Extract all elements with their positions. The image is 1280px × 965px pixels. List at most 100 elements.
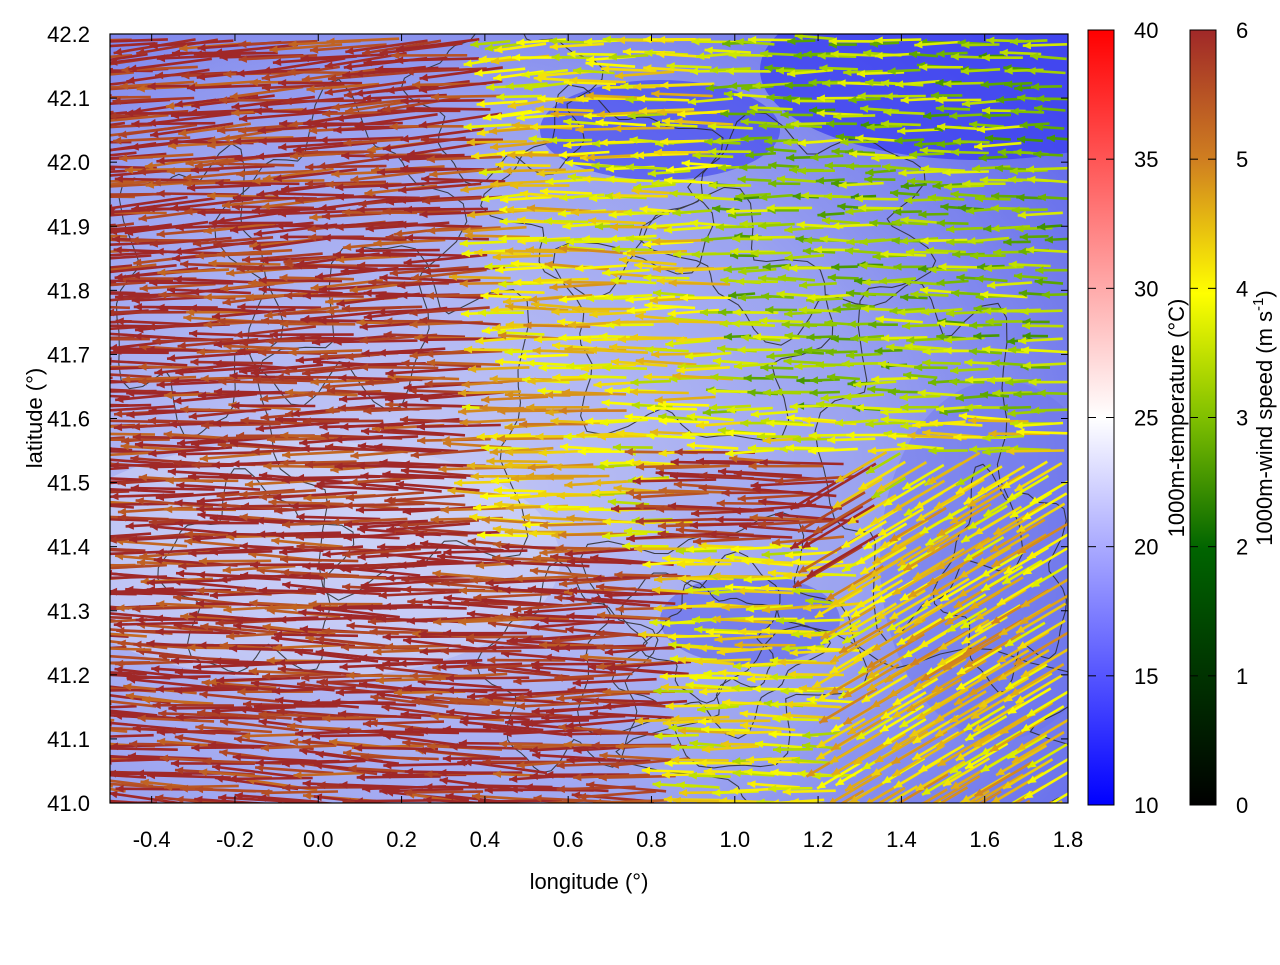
wind-arrow-head xyxy=(34,702,42,710)
wind-arrow-shaft xyxy=(394,692,466,693)
wind-arrow-head xyxy=(91,407,99,415)
wind-arrow-shaft xyxy=(1006,451,1064,452)
wind-arrow-shaft xyxy=(60,181,134,182)
wind-arrow-head xyxy=(90,565,98,573)
wind-arrow-shaft xyxy=(546,476,610,477)
wind-arrow-head xyxy=(78,561,86,569)
wind-arrow-head xyxy=(47,139,55,147)
wind-arrow-shaft xyxy=(356,250,440,251)
wind-arrow-shaft xyxy=(29,256,108,259)
wind-arrow-head xyxy=(94,241,102,249)
wind-arrow-head xyxy=(95,625,103,633)
wind-arrow-head xyxy=(65,514,73,522)
wind-arrow-head xyxy=(94,379,102,387)
wind-arrow-head xyxy=(83,253,91,261)
wind-arrow-head xyxy=(60,178,68,186)
wind-arrow-shaft xyxy=(346,675,419,676)
wind-arrow-head xyxy=(23,308,31,316)
wind-arrow-head xyxy=(90,147,99,155)
wind-arrow-shaft xyxy=(34,704,112,706)
wind-arrow-shaft xyxy=(633,480,717,482)
wind-arrow-head xyxy=(79,458,87,466)
wind-arrow-head xyxy=(32,163,40,171)
wind-arrow-head xyxy=(74,194,82,202)
wind-arrow-head xyxy=(46,389,54,397)
wind-arrow-shaft xyxy=(31,508,105,510)
wind-arrow-shaft xyxy=(571,212,630,213)
wind-arrow-shaft xyxy=(208,263,280,264)
wind-arrow-head xyxy=(44,116,53,124)
wind-arrow-shaft xyxy=(401,100,485,101)
wind-arrow-shaft xyxy=(33,126,109,134)
wind-arrow-head xyxy=(33,111,41,119)
wind-arrow-head xyxy=(90,724,98,732)
wind-arrow-head xyxy=(60,578,68,586)
wind-arrow-shaft xyxy=(274,635,358,636)
wind-arrow-head xyxy=(93,386,101,394)
wind-arrow-head xyxy=(73,388,81,396)
wind-arrow-head xyxy=(35,629,43,637)
wind-arrow-head xyxy=(53,589,61,597)
wind-arrow-head xyxy=(43,648,51,656)
wind-arrow-shaft xyxy=(31,567,108,575)
wind-arrow-head xyxy=(39,512,47,520)
wind-arrow-shaft xyxy=(612,195,668,196)
wind-arrow-shaft xyxy=(669,283,731,285)
wind-arrow-head xyxy=(26,641,34,649)
wind-arrow-shaft xyxy=(613,128,674,129)
wind-arrow-head xyxy=(1012,824,1021,832)
wind-arrow-head xyxy=(48,321,56,329)
wind-arrow-head xyxy=(70,369,78,377)
wind-arrow-head xyxy=(48,442,56,450)
wind-arrow-shaft xyxy=(147,590,231,591)
wind-arrow-shaft xyxy=(197,212,281,213)
wind-arrow-shaft xyxy=(533,279,589,281)
wind-arrow-shaft xyxy=(27,589,111,594)
wind-arrow-head xyxy=(80,183,88,191)
wind-arrow-head xyxy=(37,242,46,250)
wind-arrow-shaft xyxy=(551,311,609,312)
wind-arrow-shaft xyxy=(467,141,527,142)
wind-arrow-head xyxy=(78,774,87,782)
wind-arrow-head xyxy=(33,544,41,552)
wind-arrow-shaft xyxy=(503,170,566,171)
wind-arrow-shaft xyxy=(449,277,511,278)
wind-arrow-head xyxy=(29,255,37,263)
wind-arrow-head xyxy=(29,186,37,194)
wind-arrow-head xyxy=(56,367,64,375)
wind-arrow-head xyxy=(94,118,103,126)
wind-arrow-head xyxy=(892,815,901,823)
wind-arrow-shaft xyxy=(357,776,441,777)
wind-arrow-shaft xyxy=(127,676,211,678)
wind-arrow-shaft xyxy=(490,379,552,380)
wind-arrow-shaft xyxy=(511,478,574,479)
wind-arrow-head xyxy=(91,329,99,337)
wind-arrow-shaft xyxy=(540,524,607,526)
wind-arrow-shaft xyxy=(465,236,530,238)
wind-arrow-shaft xyxy=(33,112,114,115)
wind-arrow-shaft xyxy=(354,748,438,749)
wind-arrow-head xyxy=(93,208,101,216)
wind-arrow-shaft xyxy=(556,548,631,549)
wind-arrow-shaft xyxy=(612,321,671,322)
wind-arrow-shaft xyxy=(799,688,857,689)
wind-arrow-shaft xyxy=(466,637,543,638)
wind-arrow-shaft xyxy=(93,212,167,213)
wind-arrow-head xyxy=(68,587,76,595)
wind-arrow-shaft xyxy=(42,716,115,721)
wind-arrow-shaft xyxy=(493,256,553,258)
wind-arrow-head xyxy=(53,778,62,786)
wind-arrow-shaft xyxy=(902,801,941,824)
wind-arrow-head xyxy=(53,762,62,770)
wind-arrow-head xyxy=(911,813,920,821)
wind-arrow-head xyxy=(50,498,58,506)
wind-arrow-head xyxy=(33,721,41,729)
wind-arrow-shaft xyxy=(357,466,441,468)
wind-arrow-head xyxy=(808,816,817,824)
wind-arrow-head xyxy=(35,471,43,479)
wind-arrow-shaft xyxy=(254,111,338,113)
wind-arrow-head xyxy=(41,775,50,783)
wind-arrow-head xyxy=(67,257,75,265)
wind-arrow-head xyxy=(89,277,97,285)
